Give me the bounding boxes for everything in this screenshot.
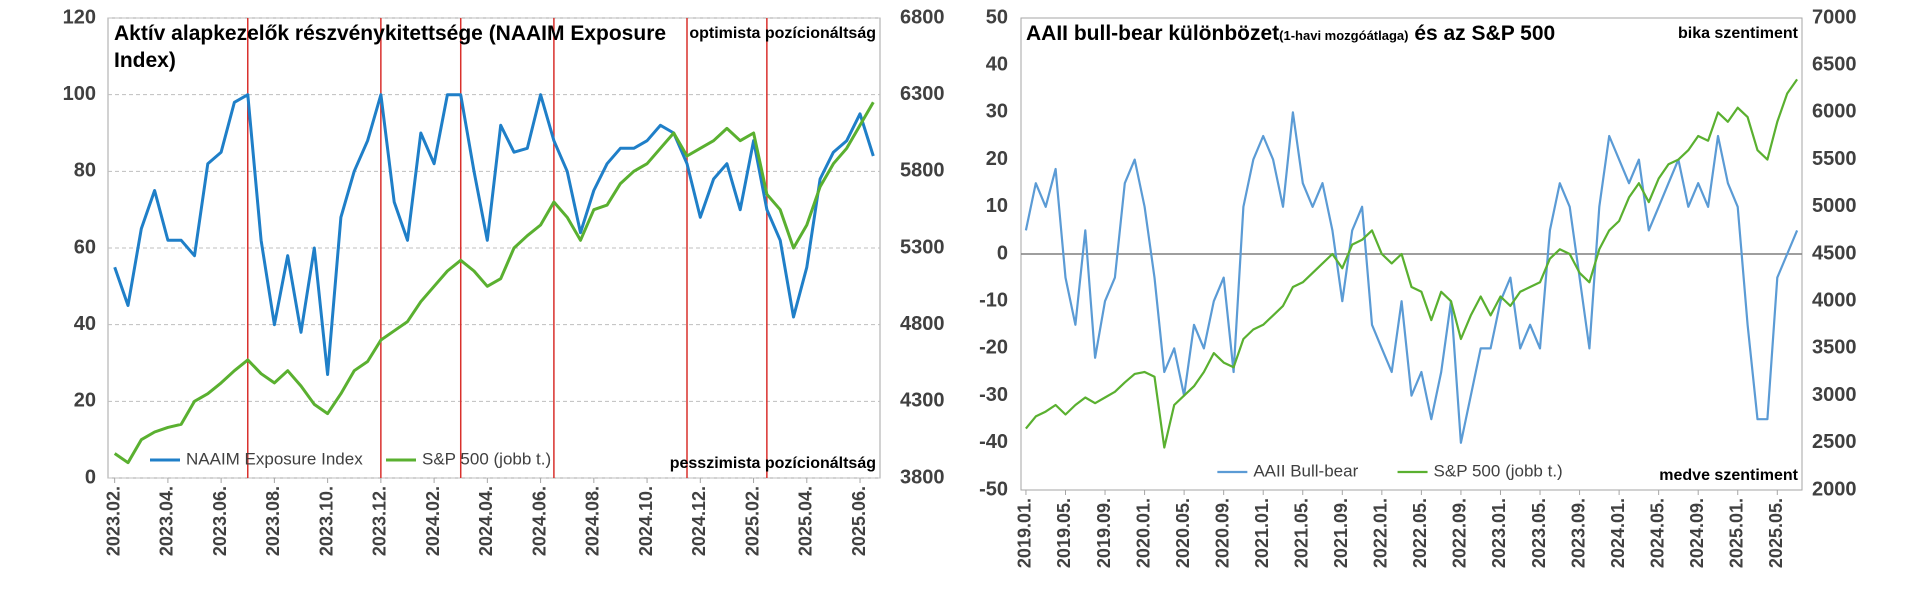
x-tick-label: 2020.09. xyxy=(1212,498,1232,568)
series-line xyxy=(1025,78,1799,449)
title-suffix: és az S&P 500 xyxy=(1414,22,1556,45)
x-tick-label: 2023.10. xyxy=(316,486,336,556)
y-tick-label: -20 xyxy=(979,337,1008,359)
x-tick-label: 2024.05. xyxy=(1647,498,1667,568)
x-tick-label: 2019.09. xyxy=(1094,498,1114,568)
x-tick-label: 2024.08. xyxy=(583,486,603,556)
y2-tick-label: 2500 xyxy=(1812,431,1857,453)
y2-tick-label: 4000 xyxy=(1812,289,1857,311)
legend-label: S&P 500 (jobb t.) xyxy=(1434,461,1563,480)
y-tick-label: -50 xyxy=(979,478,1008,500)
x-tick-label: 2025.05. xyxy=(1766,498,1786,568)
x-tick-label: 2021.01. xyxy=(1252,498,1272,568)
series-line xyxy=(113,101,875,465)
x-tick-label: 2024.12. xyxy=(689,486,709,556)
x-tick-label: 2022.05. xyxy=(1410,498,1430,568)
y2-tick-label: 6800 xyxy=(900,6,945,28)
y-tick-label: 80 xyxy=(74,160,96,182)
y2-tick-label: 6500 xyxy=(1812,53,1857,75)
y2-tick-label: 5800 xyxy=(900,160,945,182)
legend-label: S&P 500 (jobb t.) xyxy=(422,449,551,468)
x-tick-label: 2023.12. xyxy=(370,486,390,556)
x-tick-label: 2024.01. xyxy=(1608,498,1628,568)
title-note: (1-havi mozgóátlaga) xyxy=(1279,28,1409,43)
x-tick-label: 2019.01. xyxy=(1015,498,1035,568)
y-tick-label: 30 xyxy=(986,101,1008,123)
y2-tick-label: 5300 xyxy=(900,236,945,258)
y2-tick-label: 7000 xyxy=(1812,6,1857,28)
x-tick-label: 2024.04. xyxy=(476,486,496,556)
y-tick-label: -30 xyxy=(979,384,1008,406)
y-tick-label: 20 xyxy=(986,148,1008,170)
x-tick-label: 2025.02. xyxy=(742,486,762,556)
title: AAII bull-bear különbözet xyxy=(1026,22,1280,45)
series-line xyxy=(113,93,875,376)
y2-tick-label: 3000 xyxy=(1812,384,1857,406)
x-tick-label: 2025.04. xyxy=(796,486,816,556)
x-tick-label: 2025.06. xyxy=(849,486,869,556)
y-tick-label: 0 xyxy=(85,466,96,488)
y2-tick-label: 4500 xyxy=(1812,242,1857,264)
y-tick-label: -10 xyxy=(979,289,1008,311)
y-tick-label: -40 xyxy=(979,431,1008,453)
y-tick-label: 60 xyxy=(74,236,96,258)
y-tick-label: 50 xyxy=(986,6,1008,28)
y2-tick-label: 4300 xyxy=(900,390,945,412)
x-tick-label: 2024.10. xyxy=(636,486,656,556)
x-tick-label: 2020.05. xyxy=(1173,498,1193,568)
x-tick-label: 2023.09. xyxy=(1568,498,1588,568)
x-tick-label: 2022.01. xyxy=(1371,498,1391,568)
x-tick-label: 2020.01. xyxy=(1133,498,1153,568)
y2-tick-label: 4800 xyxy=(900,313,945,335)
chart-title: Aktív alapkezelők részvénykitettsége (NA… xyxy=(114,22,667,72)
chart-title: AAII bull-bear különbözet(1-havi mozgóát… xyxy=(1026,20,1746,49)
x-tick-label: 2021.05. xyxy=(1292,498,1312,568)
y-tick-label: 120 xyxy=(63,6,96,28)
annotation: pesszimista pozícionáltság xyxy=(670,455,876,472)
x-tick-label: 2023.01. xyxy=(1489,498,1509,568)
y2-tick-label: 5000 xyxy=(1812,195,1857,217)
x-tick-label: 2019.05. xyxy=(1054,498,1074,568)
y2-tick-label: 6000 xyxy=(1812,101,1857,123)
y-tick-label: 0 xyxy=(997,242,1008,264)
series-line xyxy=(1024,111,1799,444)
x-tick-label: 2022.09. xyxy=(1450,498,1470,568)
annotation: optimista pozícionáltság xyxy=(689,25,876,42)
y-tick-label: 100 xyxy=(63,83,96,105)
y2-tick-label: 5500 xyxy=(1812,148,1857,170)
x-tick-label: 2024.09. xyxy=(1687,498,1707,568)
y2-tick-label: 3500 xyxy=(1812,337,1857,359)
x-tick-label: 2023.05. xyxy=(1529,498,1549,568)
annotation: medve szentiment xyxy=(1659,467,1798,484)
x-tick-label: 2023.04. xyxy=(157,486,177,556)
legend-label: NAAIM Exposure Index xyxy=(186,449,363,468)
annotation: bika szentiment xyxy=(1678,25,1799,42)
x-tick-label: 2024.02. xyxy=(423,486,443,556)
y-tick-label: 40 xyxy=(986,53,1008,75)
y-tick-label: 40 xyxy=(74,313,96,335)
x-tick-label: 2023.06. xyxy=(210,486,230,556)
x-tick-label: 2023.08. xyxy=(263,486,283,556)
y2-tick-label: 6300 xyxy=(900,83,945,105)
y-tick-label: 20 xyxy=(74,390,96,412)
x-tick-label: 2023.02. xyxy=(103,486,123,556)
y2-tick-label: 2000 xyxy=(1812,478,1857,500)
y-tick-label: 10 xyxy=(986,195,1008,217)
x-tick-label: 2021.09. xyxy=(1331,498,1351,568)
y2-tick-label: 3800 xyxy=(900,466,945,488)
x-tick-label: 2024.06. xyxy=(529,486,549,556)
legend-label: AAII Bull-bear xyxy=(1253,461,1358,480)
x-tick-label: 2025.01. xyxy=(1726,498,1746,568)
